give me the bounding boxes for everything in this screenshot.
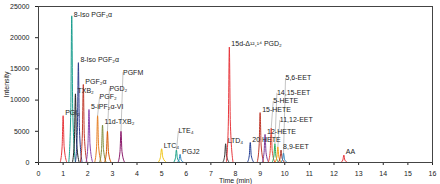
svg-text:15-HETE: 15-HETE: [262, 106, 291, 113]
svg-text:8,9-EET: 8,9-EET: [283, 143, 309, 150]
svg-text:15d-Δ¹²,¹⁴ PGD₂: 15d-Δ¹²,¹⁴ PGD₂: [231, 40, 282, 47]
svg-text:PGF₂α: PGF₂α: [85, 78, 106, 85]
svg-text:5-HETE: 5-HETE: [273, 97, 298, 104]
svg-text:12: 12: [330, 170, 338, 177]
svg-text:0: 0: [26, 159, 30, 166]
svg-text:PGD₂: PGD₂: [109, 85, 127, 92]
svg-text:7: 7: [209, 170, 213, 177]
svg-text:3: 3: [110, 170, 114, 177]
svg-text:LTD₄: LTD₄: [228, 137, 244, 144]
svg-text:4: 4: [135, 170, 139, 177]
svg-text:14,15-EET: 14,15-EET: [277, 89, 311, 96]
svg-text:9: 9: [258, 170, 262, 177]
svg-text:20 HETE: 20 HETE: [252, 136, 281, 143]
svg-text:5: 5: [160, 170, 164, 177]
svg-text:5,6-EET: 5,6-EET: [286, 74, 312, 81]
svg-text:10000: 10000: [10, 96, 30, 103]
svg-text:5000: 5000: [14, 128, 30, 135]
svg-text:2: 2: [86, 170, 90, 177]
svg-text:13: 13: [355, 170, 363, 177]
svg-text:15000: 15000: [10, 65, 30, 72]
svg-text:6: 6: [184, 170, 188, 177]
svg-text:10: 10: [281, 170, 289, 177]
svg-text:8-Iso PGF₁α: 8-Iso PGF₁α: [74, 11, 112, 18]
svg-text:11: 11: [306, 170, 313, 177]
svg-text:8: 8: [233, 170, 238, 178]
svg-text:11d-TXB₂: 11d-TXB₂: [105, 118, 135, 125]
svg-text:PGF₂: PGF₂: [100, 93, 117, 100]
svg-text:11,12-EET: 11,12-EET: [280, 116, 314, 123]
svg-text:PGFM: PGFM: [123, 69, 143, 76]
svg-text:16: 16: [429, 170, 437, 177]
svg-text:5-iPF₂α-VI: 5-iPF₂α-VI: [91, 103, 123, 110]
svg-text:14: 14: [379, 170, 387, 177]
svg-text:TXB₂: TXB₂: [77, 87, 94, 94]
svg-text:PGI₂: PGI₂: [65, 109, 80, 116]
svg-text:1: 1: [61, 170, 65, 177]
svg-text:0: 0: [37, 170, 41, 177]
svg-text:LTC₄: LTC₄: [164, 142, 180, 149]
svg-text:8-Iso PGF₂α: 8-Iso PGF₂α: [80, 56, 119, 63]
svg-text:12-HETE: 12-HETE: [267, 128, 296, 135]
svg-text:Time (min): Time (min): [219, 177, 252, 184]
svg-text:25000: 25000: [10, 3, 30, 10]
svg-text:Intensity: Intensity: [3, 71, 11, 98]
svg-text:20000: 20000: [10, 34, 30, 41]
svg-text:LTE₄: LTE₄: [178, 127, 193, 134]
svg-text:AA: AA: [346, 148, 356, 155]
svg-text:15: 15: [404, 170, 412, 177]
svg-text:PGJ2: PGJ2: [182, 148, 200, 155]
